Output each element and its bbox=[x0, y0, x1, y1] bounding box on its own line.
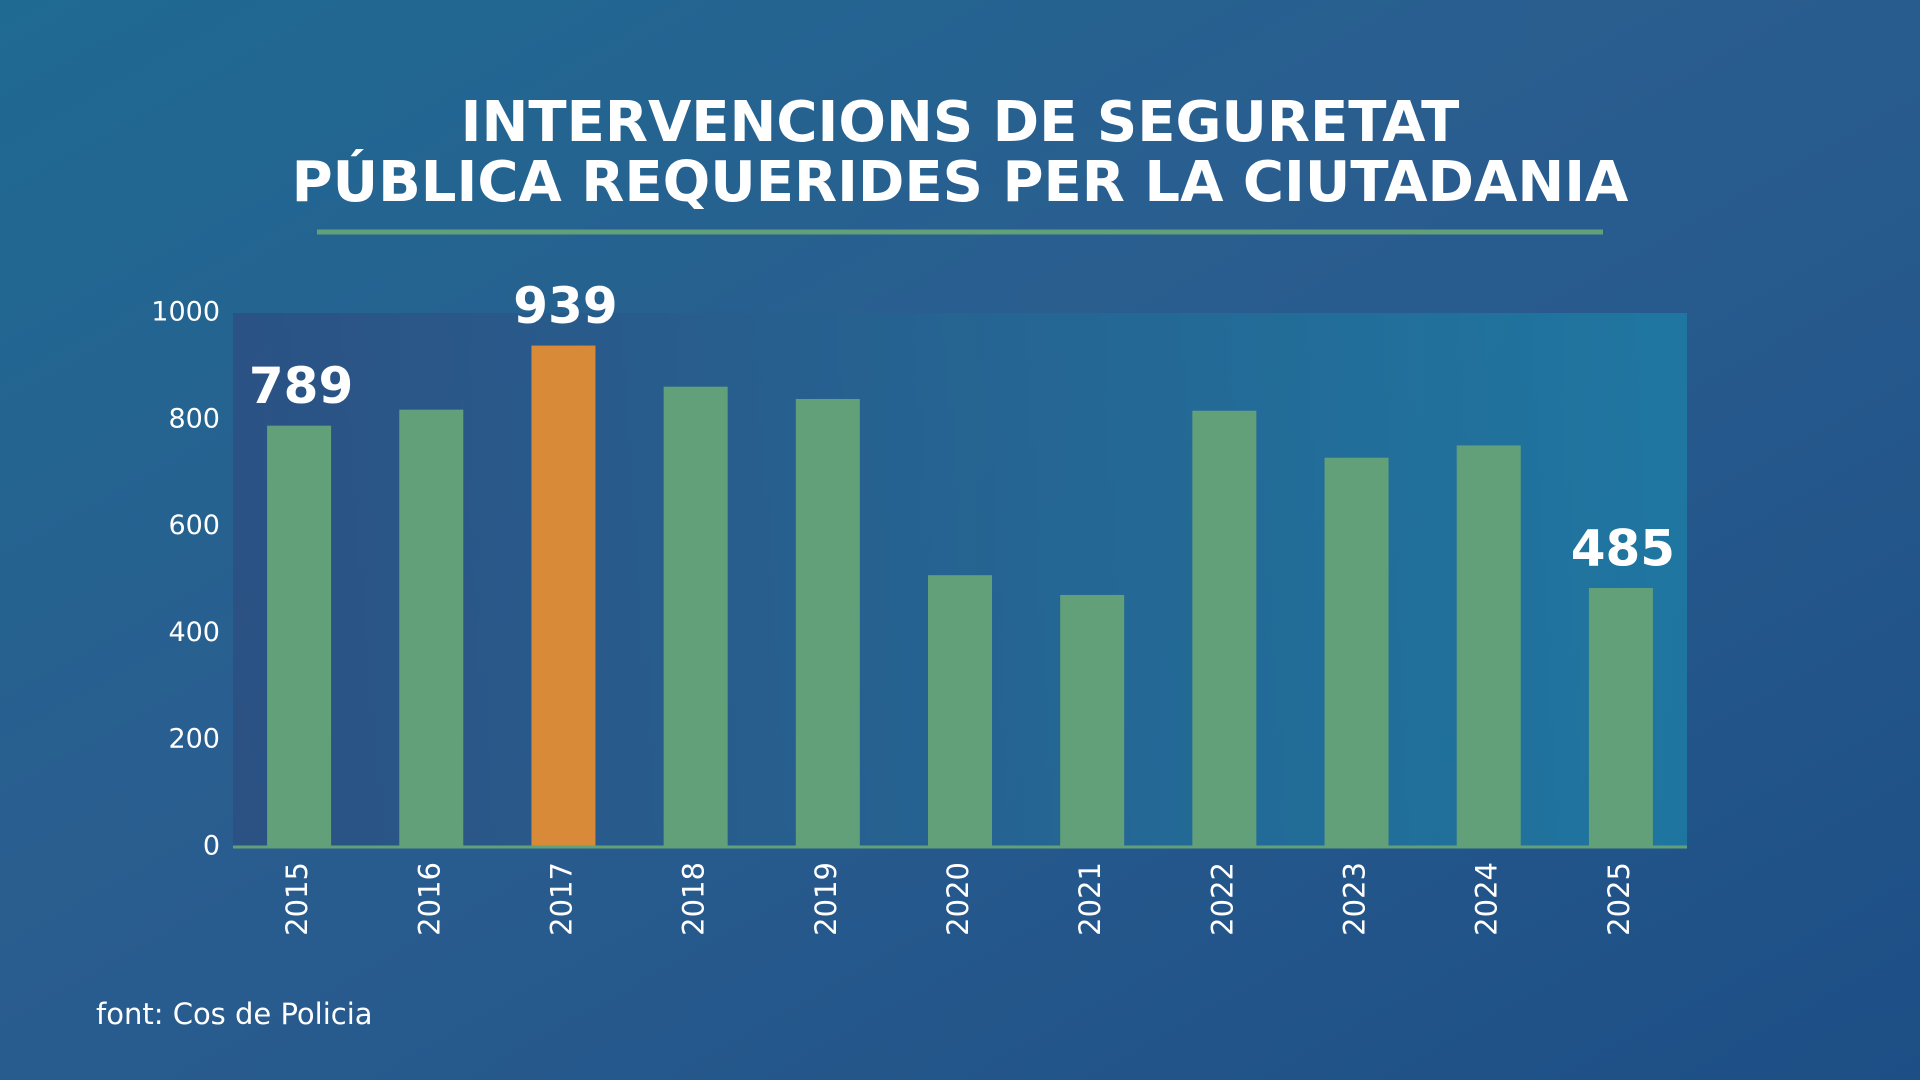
y-tick-label: 1000 bbox=[151, 297, 220, 328]
bar bbox=[663, 386, 728, 847]
y-tick-label: 200 bbox=[168, 724, 220, 755]
bar bbox=[267, 425, 332, 847]
y-tick-label: 800 bbox=[168, 403, 220, 434]
x-tick-label: 2019 bbox=[809, 862, 843, 936]
bar bbox=[1588, 588, 1653, 847]
x-tick-label: 2020 bbox=[941, 862, 975, 936]
x-tick-label: 2024 bbox=[1470, 862, 1504, 936]
value-label: 939 bbox=[513, 277, 617, 335]
x-tick-label: 2021 bbox=[1073, 862, 1107, 936]
x-tick-label: 2023 bbox=[1338, 862, 1372, 936]
bar bbox=[1324, 457, 1389, 847]
bar bbox=[1456, 445, 1521, 847]
x-tick-label: 2025 bbox=[1602, 862, 1636, 936]
x-tick-label: 2018 bbox=[677, 862, 711, 936]
bar bbox=[531, 345, 596, 847]
bar bbox=[1192, 410, 1257, 847]
x-tick-label: 2022 bbox=[1205, 862, 1239, 936]
source: font: Cos de Policia bbox=[96, 997, 373, 1031]
x-tick-label: 2016 bbox=[412, 862, 446, 936]
x-tick-label: 2017 bbox=[544, 862, 578, 936]
bar bbox=[795, 398, 860, 847]
bar bbox=[1060, 594, 1125, 847]
bar bbox=[928, 575, 992, 847]
y-tick-label: 600 bbox=[168, 510, 220, 541]
value-label: 789 bbox=[249, 357, 353, 415]
chart-title: INTERVENCIONS DE SEGURETAT bbox=[461, 90, 1460, 155]
y-tick-label: 0 bbox=[203, 831, 220, 862]
chart-title: PÚBLICA REQUERIDES PER LA CIUTADANIA bbox=[292, 150, 1629, 215]
y-tick-label: 400 bbox=[168, 617, 220, 648]
x-tick-label: 2015 bbox=[280, 862, 314, 936]
bar bbox=[399, 409, 464, 847]
value-label: 485 bbox=[1571, 520, 1675, 578]
